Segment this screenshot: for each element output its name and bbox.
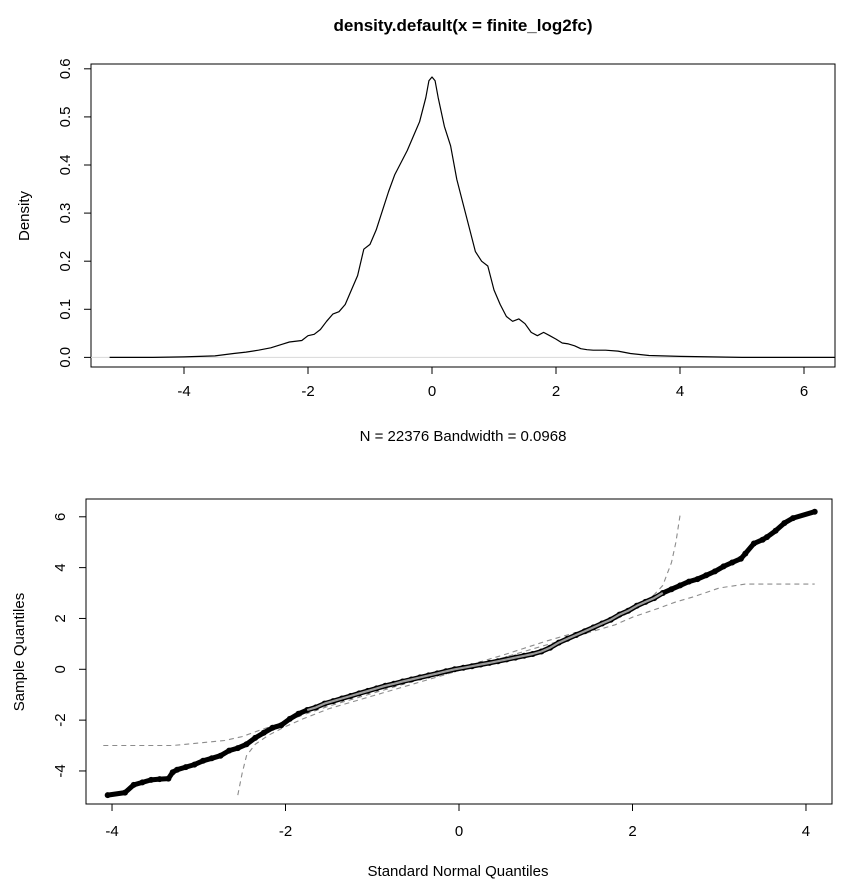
density-x-tick-label-0: -4 — [177, 383, 190, 400]
qq-point-74 — [742, 550, 749, 557]
qq-point-14 — [226, 747, 233, 754]
qq-point-5 — [156, 776, 163, 783]
qq-point-7 — [169, 769, 176, 776]
qq-point-10 — [191, 761, 198, 768]
qq-point-73 — [737, 555, 744, 562]
qq-x-axis-label: Standard Normal Quantiles — [368, 863, 549, 880]
qq-y-tick-label-2: 0 — [52, 665, 69, 673]
density-y-tick-label-1: 0.1 — [57, 299, 74, 320]
qq-point-65 — [668, 586, 675, 593]
qq-point-72 — [729, 559, 736, 566]
density-plot-title: density.default(x = finite_log2fc) — [334, 16, 593, 35]
qq-point-22 — [295, 710, 302, 717]
qq-point-11 — [200, 757, 207, 764]
qq-y-tick-label-1: -2 — [52, 713, 69, 726]
qq-x-tick-label-3: 2 — [628, 823, 636, 840]
qq-point-77 — [763, 534, 770, 541]
density-panel: density.default(x = finite_log2fc) -4 -2 0… — [16, 16, 836, 445]
density-y-tick-label-4: 0.4 — [57, 155, 74, 176]
qq-x-axis: -4 -2 0 2 4 — [105, 804, 810, 840]
density-x-tick-label-1: -2 — [301, 383, 314, 400]
qq-point-16 — [243, 741, 250, 748]
density-x-axis: -4 -2 0 2 4 6 — [177, 367, 808, 400]
density-y-tick-label-0: 0.0 — [57, 347, 74, 368]
density-y-axis-label: Density — [16, 190, 33, 241]
qq-point-4 — [148, 776, 155, 783]
qq-y-axis-label: Sample Quantiles — [11, 593, 28, 711]
qq-plot-frame — [85, 498, 833, 805]
qq-panel: -4 -2 0 2 4 -4 -2 0 2 4 6 Standard Normal Quantil… — [11, 498, 833, 880]
qq-point-3 — [139, 779, 146, 786]
density-x-tick-label-4: 4 — [676, 383, 684, 400]
qq-point-18 — [260, 729, 267, 736]
qq-x-tick-label-2: 0 — [455, 823, 463, 840]
qq-point-76 — [759, 536, 766, 543]
density-y-tick-label-3: 0.3 — [57, 203, 74, 224]
density-plot-area — [91, 76, 835, 358]
qq-y-axis: -4 -2 0 2 4 6 — [52, 513, 86, 778]
qq-point-17 — [252, 734, 259, 741]
qq-y-tick-label-4: 4 — [52, 563, 69, 571]
qq-point-1 — [122, 789, 128, 796]
qq-point-8 — [174, 766, 181, 773]
qq-point-20 — [278, 722, 285, 729]
qq-point-13 — [217, 752, 224, 759]
qq-point-78 — [772, 527, 779, 534]
qq-point-69 — [703, 572, 710, 579]
qq-reference-line — [306, 592, 664, 712]
qq-point-81 — [811, 508, 818, 515]
density-x-tick-label-5: 6 — [800, 383, 808, 400]
density-x-tick-label-2: 0 — [428, 383, 436, 400]
qq-point-75 — [750, 540, 757, 547]
qq-point-66 — [677, 582, 684, 589]
density-x-tick-label-3: 2 — [552, 383, 560, 400]
qq-point-79 — [781, 520, 788, 527]
qq-point-0 — [104, 792, 111, 799]
qq-point-68 — [694, 576, 701, 583]
qq-point-9 — [182, 764, 189, 771]
qq-point-70 — [711, 568, 718, 575]
qq-y-tick-label-3: 2 — [52, 614, 69, 622]
density-y-axis: 0.0 0.1 0.2 0.3 0.4 0.5 0.6 — [57, 58, 91, 368]
qq-envelope-line-1 — [237, 583, 815, 796]
qq-point-67 — [685, 578, 692, 585]
qq-point-15 — [234, 745, 241, 752]
density-y-tick-label-5: 0.5 — [57, 106, 74, 127]
qq-point-71 — [720, 563, 727, 570]
qq-point-2 — [130, 781, 137, 788]
qq-points-band — [105, 509, 818, 798]
qq-point-80 — [790, 515, 796, 522]
density-y-tick-label-2: 0.2 — [57, 251, 74, 272]
qq-point-12 — [208, 755, 215, 762]
density-subtitle: N = 22376 Bandwidth = 0.0968 — [360, 428, 567, 445]
qq-x-tick-label-1: -2 — [279, 823, 292, 840]
qq-point-21 — [286, 715, 293, 722]
qq-point-6 — [165, 775, 172, 782]
qq-point-19 — [269, 724, 276, 731]
qq-y-tick-label-0: -4 — [52, 764, 69, 777]
qq-x-tick-label-4: 4 — [802, 823, 810, 840]
density-plot-frame — [90, 63, 836, 368]
qq-plot-area — [103, 508, 818, 799]
qq-y-tick-label-5: 6 — [52, 513, 69, 521]
qq-x-tick-label-0: -4 — [105, 823, 118, 840]
density-curve — [109, 76, 835, 358]
density-y-tick-label-6: 0.6 — [57, 58, 74, 79]
